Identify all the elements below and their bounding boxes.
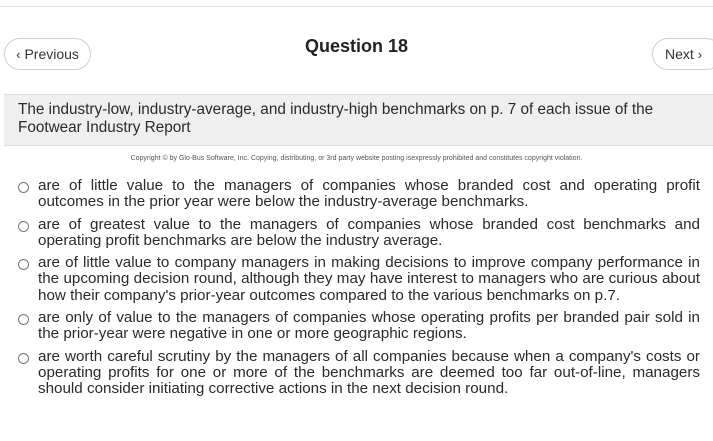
radio-button-icon[interactable] [18, 182, 29, 193]
answer-option-text: are only of value to the managers of com… [38, 309, 700, 343]
radio-button-icon[interactable] [18, 314, 29, 326]
answer-option[interactable]: are of little value to company managers … [18, 255, 700, 304]
chevron-left-icon: ‹ [16, 46, 21, 62]
previous-button-label: Previous [24, 46, 79, 62]
radio-button-icon[interactable] [18, 259, 29, 271]
next-button[interactable]: Next › [652, 38, 713, 70]
previous-button[interactable]: ‹ Previous [4, 38, 91, 70]
top-divider [0, 6, 713, 7]
page-title: Question 18 [304, 36, 409, 56]
answer-options: are of little value to the managers of c… [18, 177, 700, 404]
answer-option[interactable]: are of greatest value to the managers of… [18, 215, 700, 250]
radio-button-icon[interactable] [18, 352, 29, 364]
answer-option[interactable]: are only of value to the managers of com… [18, 309, 700, 343]
answer-option-text: are worth careful scrutiny by the manage… [38, 347, 700, 398]
answer-option[interactable]: are of little value to the managers of c… [18, 177, 700, 211]
question-stem-text: The industry-low, industry-average, and … [18, 101, 654, 136]
answer-option-text: are of little value to company managers … [38, 254, 700, 304]
answer-option[interactable]: are worth careful scrutiny by the manage… [18, 347, 700, 398]
chevron-right-icon: › [697, 46, 703, 62]
question-stem: The industry-low, industry-average, and … [4, 94, 713, 146]
next-button-label: Next [665, 46, 694, 62]
radio-button-icon[interactable] [18, 220, 29, 232]
answer-option-text: are of greatest value to the managers of… [38, 215, 700, 249]
answer-option-text: are of little value to the managers of c… [38, 177, 700, 211]
copyright-notice: Copyright © by Glo-Bus Software, Inc. Co… [130, 155, 583, 162]
